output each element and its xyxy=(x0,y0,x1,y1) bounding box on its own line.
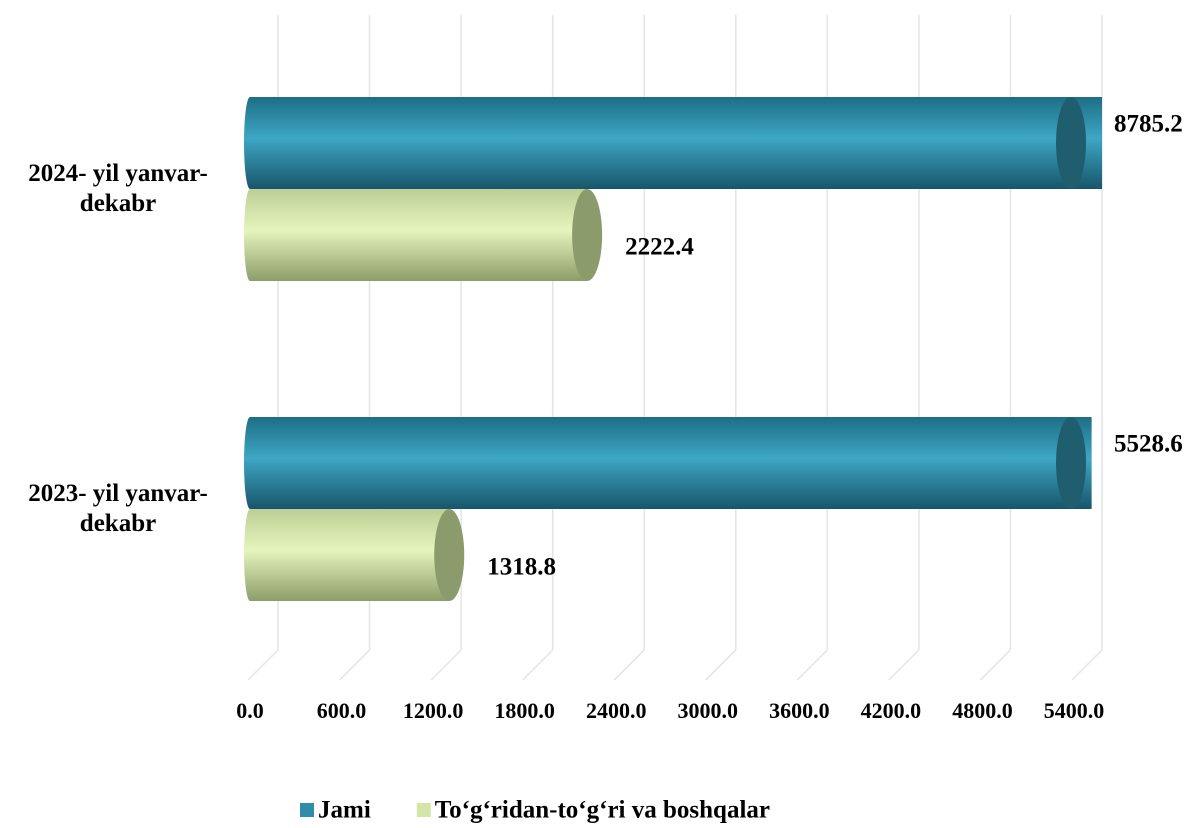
x-tick-label: 5400.0 xyxy=(1044,698,1105,723)
legend-label: Jami xyxy=(318,797,371,824)
plot-area xyxy=(244,97,1102,601)
legend-label: To‘g‘ridan-to‘g‘ri va boshqalar xyxy=(435,797,770,824)
grid-floor xyxy=(339,649,371,681)
x-tick-label: 2400.0 xyxy=(586,698,647,723)
legend-swatch xyxy=(416,803,431,817)
data-label: 5528.6 xyxy=(1114,431,1183,458)
x-tick-label: 4800.0 xyxy=(952,698,1013,723)
grid-floor xyxy=(247,649,279,681)
y-tick-label: 2024- yil yanvar-dekabr xyxy=(28,160,208,217)
grid-floor xyxy=(430,649,462,681)
bar-cap xyxy=(572,189,603,281)
grid-floor xyxy=(979,649,1011,681)
data-label: 2222.4 xyxy=(625,234,694,261)
grid-floor xyxy=(796,649,828,681)
x-tick-label: 1800.0 xyxy=(494,698,555,723)
y-tick-label: 2023- yil yanvar-dekabr xyxy=(28,480,208,537)
grid-floor xyxy=(888,649,920,681)
bar xyxy=(250,417,1092,509)
grid-floor xyxy=(522,649,554,681)
grid-floor xyxy=(613,649,645,681)
x-tick-label: 0.0 xyxy=(236,698,264,723)
legend-swatch xyxy=(300,803,314,817)
x-tick-label: 4200.0 xyxy=(861,698,922,723)
x-tick-label: 1200.0 xyxy=(403,698,464,723)
data-label: 1318.8 xyxy=(487,554,556,581)
grid-floor xyxy=(705,649,737,681)
x-tick-label: 600.0 xyxy=(317,698,367,723)
bar-cap xyxy=(1056,97,1086,189)
bar xyxy=(250,189,588,281)
bar-cap xyxy=(1056,417,1086,509)
x-tick-label: 3000.0 xyxy=(678,698,739,723)
bar-cap xyxy=(434,509,465,601)
x-tick-label: 3600.0 xyxy=(769,698,830,723)
data-label: 8785.2 xyxy=(1114,111,1183,138)
bar xyxy=(250,509,450,601)
grid-floor xyxy=(1071,649,1103,681)
bar xyxy=(250,97,1102,189)
